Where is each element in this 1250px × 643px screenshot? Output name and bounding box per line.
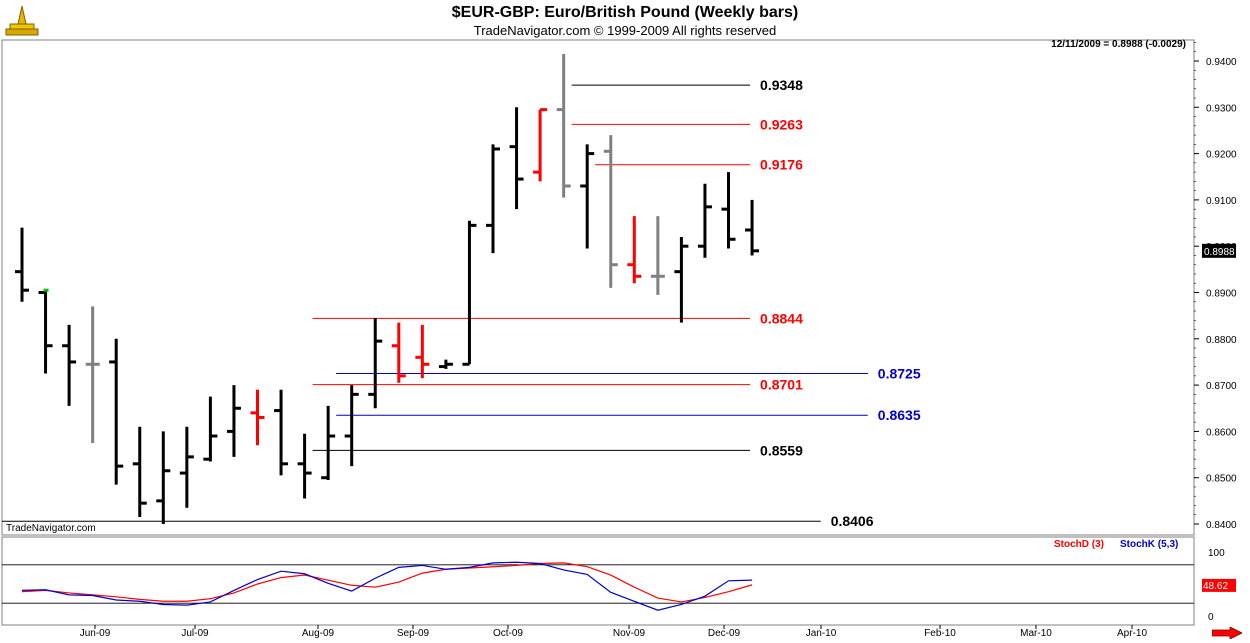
ohlc-bar	[132, 426, 147, 518]
ohlc-bar	[674, 236, 689, 323]
x-axis-label: Aug-09	[302, 628, 335, 639]
x-axis-label: Jun-09	[80, 628, 111, 639]
price-axis-label: 0.8600	[1206, 427, 1237, 438]
ohlc-bar	[745, 199, 760, 256]
price-axis-label: 0.9300	[1206, 103, 1237, 114]
price-axis-label: 0.9400	[1206, 57, 1237, 68]
ohlc-bar	[38, 290, 53, 374]
stoch-k-legend: StochK (5,3)	[1120, 539, 1178, 550]
ohlc-bar	[85, 306, 100, 443]
ohlc-bar	[533, 108, 548, 182]
stoch-last-box	[1202, 578, 1236, 592]
x-axis-label: Jan-10	[806, 628, 837, 639]
x-axis-label: Oct-09	[493, 628, 523, 639]
x-axis-label: Feb-10	[924, 628, 956, 639]
ohlc-bar	[486, 144, 500, 254]
trade-navigator-logo-icon	[5, 5, 39, 36]
x-axis-label: Sep-09	[397, 628, 430, 639]
price-axis-label: 0.8400	[1206, 520, 1237, 531]
price-axis-label: 0.9100	[1206, 196, 1237, 207]
ohlc-bar	[274, 389, 289, 476]
ohlc-bar	[603, 135, 618, 288]
stoch-panel-frame	[1, 536, 1195, 626]
stoch-last-label: 48.62	[1203, 581, 1228, 592]
ohlc-bar	[344, 385, 359, 467]
price-axis-label: 0.8800	[1206, 335, 1237, 346]
ohlc-bar	[438, 359, 453, 369]
ohlc-bar	[556, 54, 571, 198]
ohlc-bar	[509, 107, 524, 210]
x-axis-label: Apr-10	[1117, 628, 1147, 639]
scroll-right-arrow-icon[interactable]	[1212, 627, 1242, 639]
level-label: 0.8406	[831, 513, 874, 529]
level-label: 0.9348	[760, 77, 803, 93]
price-axis-label: 0.8700	[1206, 381, 1237, 392]
level-label: 0.8559	[760, 442, 803, 458]
ohlc-bar	[226, 385, 241, 457]
level-label: 0.8725	[878, 366, 921, 382]
price-axis-label: 0.8900	[1206, 289, 1237, 300]
ohlc-bar	[321, 405, 336, 481]
x-axis-label: Mar-10	[1020, 628, 1052, 639]
x-axis-label: Dec-09	[708, 628, 741, 639]
ohlc-bar	[721, 172, 736, 249]
stoch-line	[21, 562, 753, 603]
ohlc-bar	[650, 216, 665, 295]
ohlc-bar	[580, 144, 595, 249]
ohlc-bar	[15, 227, 29, 302]
ohlc-bar	[203, 396, 218, 462]
last-price-box	[1202, 243, 1236, 258]
ohlc-bar	[156, 431, 171, 524]
level-label: 0.8635	[878, 407, 921, 423]
stoch-axis-label: 100	[1208, 548, 1225, 559]
level-label: 0.9176	[760, 157, 803, 173]
chart-title: $EUR-GBP: Euro/British Pound (Weekly bar…	[451, 4, 799, 21]
level-label: 0.8844	[760, 310, 803, 326]
ohlc-bar	[627, 216, 642, 284]
ohlc-bar	[391, 322, 406, 383]
last-price-label: 0.8988	[1204, 247, 1235, 258]
ohlc-bar	[179, 426, 194, 508]
stoch-line	[21, 561, 753, 611]
ohlc-bar	[415, 324, 430, 379]
price-axis-label: 0.8500	[1206, 474, 1237, 485]
level-label: 0.8701	[760, 377, 803, 393]
ohlc-bar	[462, 220, 477, 366]
ohlc-bar	[250, 389, 265, 446]
stoch-d-legend: StochD (3)	[1054, 539, 1104, 550]
price-axis-label: 0.9200	[1206, 150, 1237, 161]
ohlc-bar	[109, 338, 124, 485]
watermark: TradeNavigator.com	[6, 523, 96, 534]
stoch-axis-label: 0	[1208, 612, 1214, 623]
ohlc-bar	[697, 183, 712, 258]
ohlc-bar	[62, 324, 77, 406]
level-label: 0.9263	[760, 116, 803, 132]
chart-subtitle: TradeNavigator.com © 1999-2009 All right…	[473, 23, 777, 38]
last-quote-label: 12/11/2009 = 0.8988 (-0.0029)	[1051, 39, 1186, 50]
x-axis-label: Jul-09	[181, 628, 209, 639]
x-axis-label: Nov-09	[613, 628, 646, 639]
ohlc-bar	[368, 317, 383, 409]
price-panel-frame	[1, 39, 1195, 536]
ohlc-bar	[297, 433, 312, 499]
